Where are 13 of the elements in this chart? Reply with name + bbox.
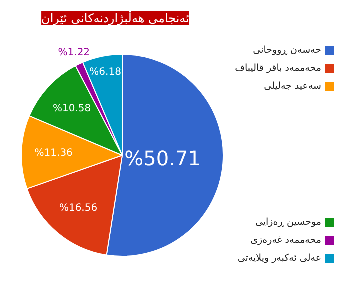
legend-label: موحسین ڕەزایی bbox=[255, 217, 322, 228]
data-label: %1.22 bbox=[58, 48, 90, 59]
data-label: %10.58 bbox=[52, 103, 92, 114]
legend-label: محەممەد باقر قالیباف bbox=[235, 63, 322, 74]
data-label: %11.36 bbox=[34, 148, 73, 159]
data-label: %6.18 bbox=[90, 66, 122, 78]
data-label: %16.56 bbox=[59, 202, 98, 214]
legend-label: حەسەن ڕووحانی bbox=[253, 45, 322, 56]
legend-label: عەلی ئەکبەر ویلایەتی bbox=[238, 253, 322, 264]
data-label: %50.71 bbox=[124, 146, 201, 171]
legend-label: سەعید جەلیلی bbox=[264, 81, 322, 92]
chart-title: ئەنجامی هەڵبژاردنەکانی ئێران bbox=[42, 10, 190, 26]
legend-label: محەممەد غەرەزی bbox=[250, 235, 322, 246]
